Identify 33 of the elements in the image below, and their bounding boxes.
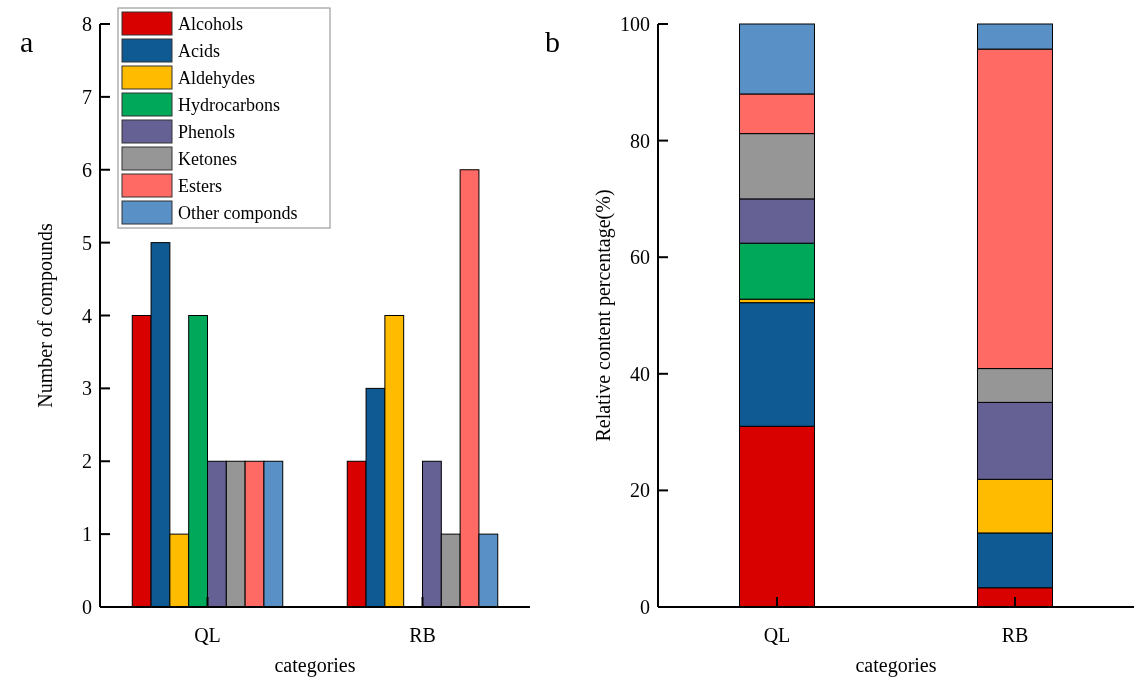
y-axis-title: Number of compounds: [34, 223, 57, 408]
y-tick-label: 1: [82, 523, 92, 546]
legend-label: Esters: [178, 176, 222, 197]
legend-label: Aldehydes: [178, 68, 255, 89]
chart-title: a: [20, 25, 34, 58]
x-tick-label: QL: [194, 624, 221, 646]
y-tick-label: 0: [640, 596, 650, 618]
y-tick-label: 100: [620, 13, 650, 35]
legend-label: Ketones: [178, 149, 237, 170]
y-tick-label: 40: [630, 362, 650, 385]
x-axis-title: categories: [855, 654, 937, 677]
y-tick-label: 2: [82, 450, 92, 473]
x-tick-label: RB: [409, 624, 436, 646]
y-axis-title: Relative content percentage(%): [592, 189, 615, 442]
y-tick-label: 8: [82, 13, 92, 35]
y-tick-label: 60: [630, 246, 650, 269]
chart-title: b: [545, 25, 560, 58]
y-tick-label: 5: [82, 231, 92, 254]
legend-label: Hydrocarbons: [178, 95, 280, 116]
y-tick-label: 3: [82, 377, 92, 400]
y-tick-label: 4: [82, 304, 92, 327]
legend-label: Acids: [178, 41, 220, 62]
legend-label: Other componds: [178, 203, 298, 224]
y-tick-label: 0: [82, 596, 92, 618]
x-axis-title: categories: [274, 654, 356, 677]
y-tick-label: 80: [630, 129, 650, 152]
legend-label: Alcohols: [178, 14, 243, 35]
y-tick-label: 20: [630, 479, 650, 502]
x-tick-label: RB: [1001, 624, 1029, 646]
y-tick-label: 6: [82, 158, 92, 181]
y-tick-label: 7: [82, 85, 92, 108]
legend-label: Phenols: [178, 122, 236, 143]
x-tick-label: QL: [763, 624, 791, 646]
